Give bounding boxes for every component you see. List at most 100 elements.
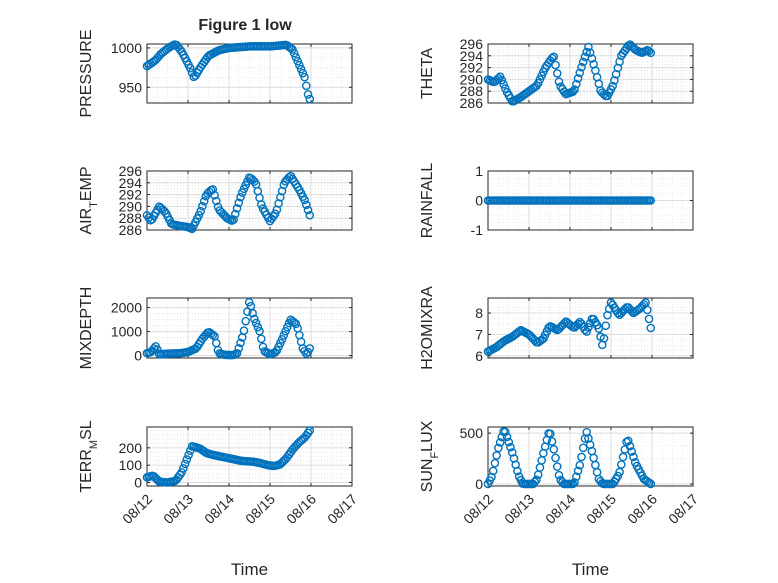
y-axis-label: AIRTEMP bbox=[78, 166, 100, 234]
data-point bbox=[578, 443, 588, 453]
data-point bbox=[232, 348, 242, 358]
data-point bbox=[250, 314, 259, 324]
data-point bbox=[530, 477, 540, 487]
data-point bbox=[279, 330, 289, 340]
y-axis-label: H2OMIXRA bbox=[419, 286, 436, 370]
data-point bbox=[591, 460, 600, 470]
y-tick-label: 286 bbox=[460, 95, 484, 111]
data-point bbox=[570, 478, 579, 487]
axes-box bbox=[146, 426, 353, 487]
subplot-1: 950 1000 PRESSURE bbox=[78, 29, 353, 118]
data-point bbox=[295, 330, 304, 340]
data-point bbox=[578, 57, 588, 67]
axes-box bbox=[487, 426, 694, 487]
data-point bbox=[568, 87, 578, 96]
data-point bbox=[617, 460, 626, 469]
data-point bbox=[198, 201, 207, 211]
x-tick-label: 08/17 bbox=[324, 491, 360, 527]
data-point bbox=[255, 326, 264, 336]
data-point bbox=[584, 42, 593, 52]
data-point bbox=[599, 334, 609, 343]
data-point bbox=[180, 459, 190, 469]
x-tick-label: 08/15 bbox=[583, 491, 619, 527]
data-point bbox=[277, 335, 287, 344]
data-point bbox=[643, 305, 652, 315]
subplot-6: 6 7 8 H2OMIXRA bbox=[419, 286, 694, 370]
data-point bbox=[305, 210, 315, 220]
data-point bbox=[490, 458, 500, 468]
y-tick-label: 294 bbox=[460, 48, 484, 64]
data-point bbox=[494, 443, 503, 453]
y-tick-label: 288 bbox=[460, 83, 484, 99]
data-point bbox=[568, 479, 578, 489]
data-point bbox=[232, 204, 242, 213]
y-tick-label: 7 bbox=[475, 326, 483, 342]
data-point bbox=[575, 460, 585, 470]
data-point bbox=[513, 466, 522, 476]
data-point bbox=[231, 209, 240, 219]
data-point bbox=[627, 447, 637, 456]
data-point bbox=[296, 64, 306, 74]
data-point bbox=[492, 451, 501, 460]
data-point bbox=[552, 69, 562, 78]
data-point bbox=[302, 200, 311, 210]
y-tick-label: 288 bbox=[119, 210, 143, 226]
data-point bbox=[623, 41, 633, 51]
data-point bbox=[244, 297, 254, 307]
data-point bbox=[551, 60, 560, 70]
data-point bbox=[547, 53, 557, 63]
y-tick-label: 200 bbox=[119, 440, 143, 456]
data-point bbox=[177, 468, 186, 477]
x-tick-label: 08/12 bbox=[460, 491, 496, 527]
data-point bbox=[251, 318, 261, 328]
x-tick-label: 08/15 bbox=[242, 491, 278, 527]
data-point bbox=[644, 46, 654, 56]
data-point bbox=[303, 205, 313, 215]
y-tick-label: 0 bbox=[134, 475, 142, 491]
data-point bbox=[547, 437, 557, 446]
data-point bbox=[629, 452, 638, 462]
data-point bbox=[495, 438, 505, 447]
data-point bbox=[488, 466, 498, 476]
axes-box bbox=[146, 170, 353, 231]
data-point bbox=[577, 452, 586, 462]
data-point bbox=[589, 453, 598, 463]
y-tick-label: 294 bbox=[119, 175, 143, 191]
y-tick-label: 296 bbox=[460, 36, 484, 52]
y-tick-label: 8 bbox=[475, 305, 483, 321]
data-point bbox=[575, 68, 585, 78]
data-point bbox=[549, 445, 559, 454]
data-point bbox=[572, 79, 581, 89]
x-tick-label: 08/14 bbox=[201, 491, 237, 527]
data-point bbox=[305, 94, 315, 104]
y-tick-label: 0 bbox=[134, 348, 142, 364]
data-point bbox=[644, 314, 654, 324]
data-point bbox=[302, 81, 311, 91]
y-axis-label: RAINFALL bbox=[419, 163, 436, 239]
data-point bbox=[623, 436, 633, 446]
data-point bbox=[601, 321, 611, 331]
y-axis-label: THETA bbox=[419, 48, 436, 100]
data-point bbox=[582, 327, 592, 336]
data-point bbox=[584, 323, 593, 332]
y-axis-label: SUNFLUX bbox=[419, 420, 441, 492]
x-axis-label: Time bbox=[572, 560, 609, 579]
data-point bbox=[573, 74, 583, 83]
data-point bbox=[291, 52, 301, 62]
data-point bbox=[298, 68, 308, 78]
data-point bbox=[501, 427, 510, 437]
data-point bbox=[241, 316, 251, 326]
x-tick-label: 08/16 bbox=[624, 491, 660, 527]
data-point bbox=[582, 47, 592, 57]
data-point bbox=[554, 470, 564, 480]
data-point bbox=[646, 323, 656, 333]
y-tick-label: 0 bbox=[475, 476, 483, 492]
y-tick-label: 6 bbox=[475, 348, 483, 364]
y-tick-label: 1000 bbox=[111, 40, 142, 56]
data-point bbox=[546, 429, 555, 439]
data-point bbox=[618, 452, 628, 462]
